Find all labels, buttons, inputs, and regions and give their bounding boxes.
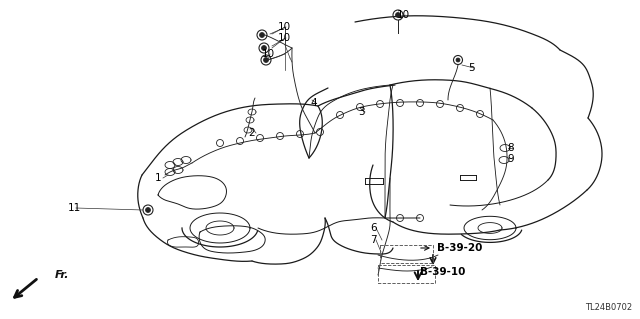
Circle shape: [264, 57, 269, 63]
Text: 10: 10: [278, 33, 291, 43]
Circle shape: [262, 46, 266, 50]
Text: 7: 7: [370, 235, 376, 245]
Bar: [380, 245, 433, 263]
Text: 10: 10: [278, 22, 291, 32]
Text: 1: 1: [155, 173, 162, 183]
Text: 2: 2: [248, 128, 255, 138]
Text: 6: 6: [370, 223, 376, 233]
Text: 10: 10: [262, 49, 275, 59]
Text: 3: 3: [358, 107, 365, 117]
Text: 4: 4: [310, 98, 317, 108]
Circle shape: [145, 207, 150, 212]
Text: 10: 10: [397, 10, 410, 20]
Bar: [378, 265, 435, 283]
Text: B-39-20: B-39-20: [437, 243, 483, 253]
Circle shape: [396, 12, 401, 18]
Text: B-39-10: B-39-10: [420, 267, 465, 277]
Text: 11: 11: [68, 203, 81, 213]
Circle shape: [259, 33, 264, 38]
Text: 8: 8: [507, 143, 514, 153]
Text: TL24B0702: TL24B0702: [585, 303, 632, 312]
Text: Fr.: Fr.: [55, 270, 70, 280]
Text: 5: 5: [468, 63, 475, 73]
Circle shape: [456, 58, 460, 62]
Text: 9: 9: [507, 154, 514, 164]
